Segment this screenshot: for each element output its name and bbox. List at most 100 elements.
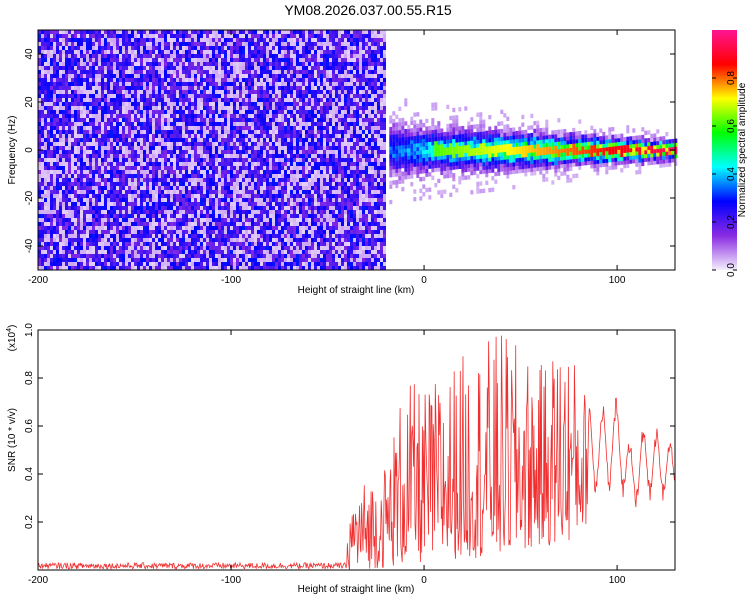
heatmap-cell bbox=[101, 130, 104, 134]
heatmap-cell bbox=[179, 118, 182, 122]
heatmap-cell bbox=[191, 242, 194, 246]
heatmap-cell bbox=[257, 154, 260, 158]
heatmap-cell bbox=[149, 110, 152, 114]
heatmap-cell bbox=[92, 230, 95, 234]
heatmap-cell bbox=[227, 226, 230, 230]
heatmap-cell bbox=[191, 118, 194, 122]
heatmap-cell bbox=[272, 146, 275, 150]
heatmap-cell bbox=[113, 246, 116, 250]
heatmap-cell bbox=[89, 46, 92, 50]
heatmap-cell bbox=[266, 206, 269, 210]
heatmap-cell bbox=[119, 250, 122, 254]
heatmap-cell bbox=[155, 90, 158, 94]
heatmap-cell bbox=[215, 154, 218, 158]
heatmap-cell bbox=[242, 226, 245, 230]
heatmap-cell bbox=[185, 50, 188, 54]
heatmap-cell bbox=[233, 174, 236, 178]
heatmap-cell bbox=[209, 194, 212, 198]
heatmap-cell bbox=[209, 106, 212, 110]
heatmap-cell bbox=[260, 122, 263, 126]
heatmap-cell bbox=[74, 58, 77, 62]
heatmap-cell bbox=[155, 194, 158, 198]
heatmap-cell bbox=[170, 234, 173, 238]
heatmap-cell bbox=[149, 134, 152, 138]
heatmap-cell bbox=[272, 82, 275, 86]
heatmap-cell bbox=[95, 62, 98, 66]
heatmap-cell bbox=[164, 106, 167, 110]
heatmap-cell bbox=[68, 234, 71, 238]
heatmap-cell bbox=[71, 222, 74, 226]
heatmap-cell bbox=[41, 226, 44, 230]
heatmap-cell bbox=[59, 62, 62, 66]
heatmap-cell bbox=[254, 242, 257, 246]
heatmap-cell bbox=[287, 82, 290, 86]
heatmap-cell bbox=[257, 166, 260, 170]
heatmap-cell bbox=[122, 110, 125, 114]
heatmap-cell bbox=[179, 98, 182, 102]
heatmap-cell bbox=[155, 66, 158, 70]
heatmap-cell bbox=[161, 158, 164, 162]
heatmap-cell bbox=[95, 262, 98, 266]
heatmap-cell bbox=[152, 266, 155, 270]
heatmap-cell bbox=[128, 154, 131, 158]
heatmap-cell bbox=[272, 166, 275, 170]
heatmap-cell bbox=[143, 46, 146, 50]
heatmap-cell bbox=[194, 230, 197, 234]
heatmap-cell bbox=[80, 114, 83, 118]
heatmap-cell bbox=[230, 238, 233, 242]
heatmap-cell bbox=[278, 222, 281, 226]
heatmap-cell bbox=[143, 162, 146, 166]
heatmap-cell bbox=[212, 130, 215, 134]
heatmap-cell bbox=[65, 66, 68, 70]
heatmap-cell bbox=[209, 130, 212, 134]
heatmap-cell bbox=[221, 238, 224, 242]
heatmap-cell bbox=[89, 126, 92, 130]
heatmap-cell bbox=[107, 74, 110, 78]
heatmap-cell bbox=[149, 214, 152, 218]
heatmap-cell bbox=[53, 254, 56, 258]
heatmap-cell bbox=[158, 174, 161, 178]
heatmap-cell bbox=[140, 146, 143, 150]
heatmap-cell bbox=[122, 258, 125, 262]
heatmap-cell bbox=[59, 114, 62, 118]
heatmap-cell bbox=[269, 82, 272, 86]
heatmap-cell bbox=[215, 38, 218, 42]
heatmap-cell bbox=[173, 38, 176, 42]
heatmap-cell bbox=[275, 38, 278, 42]
heatmap-cell bbox=[284, 142, 287, 146]
heatmap-cell bbox=[218, 214, 221, 218]
heatmap-cell bbox=[284, 218, 287, 222]
heatmap-cell bbox=[83, 174, 86, 178]
heatmap-cell bbox=[260, 38, 263, 42]
heatmap-cell bbox=[206, 202, 209, 206]
heatmap-cell bbox=[98, 86, 101, 90]
heatmap-cell bbox=[68, 190, 71, 194]
heatmap-cell bbox=[104, 230, 107, 234]
heatmap-cell bbox=[155, 214, 158, 218]
heatmap-cell bbox=[203, 86, 206, 90]
heatmap-cell bbox=[185, 266, 188, 270]
heatmap-cell bbox=[236, 214, 239, 218]
heatmap-cell bbox=[89, 50, 92, 54]
heatmap-cell bbox=[77, 62, 80, 66]
heatmap-cell bbox=[152, 190, 155, 194]
heatmap-cell bbox=[152, 250, 155, 254]
heatmap-cell bbox=[131, 262, 134, 266]
heatmap-cell bbox=[86, 82, 89, 86]
heatmap-cell bbox=[143, 206, 146, 210]
heatmap-cell bbox=[269, 110, 272, 114]
heatmap-cell bbox=[167, 178, 170, 182]
heatmap-cell bbox=[245, 238, 248, 242]
heatmap-cell bbox=[122, 54, 125, 58]
heatmap-cell bbox=[281, 254, 284, 258]
heatmap-cell bbox=[44, 206, 47, 210]
heatmap-cell bbox=[59, 38, 62, 42]
heatmap-cell bbox=[284, 178, 287, 182]
heatmap-cell bbox=[173, 142, 176, 146]
heatmap-cell bbox=[137, 206, 140, 210]
heatmap-cell bbox=[119, 94, 122, 98]
heatmap-cell bbox=[227, 238, 230, 242]
heatmap-cell bbox=[215, 86, 218, 90]
heatmap-cell bbox=[80, 90, 83, 94]
heatmap-cell bbox=[83, 238, 86, 242]
